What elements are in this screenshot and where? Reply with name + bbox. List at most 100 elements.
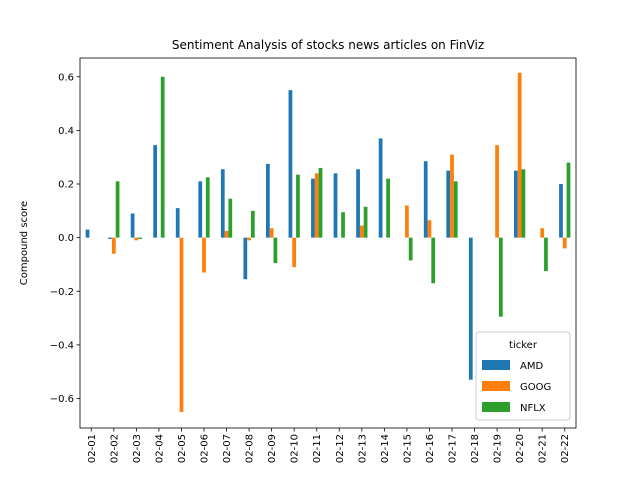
x-tick-label: 02-02: [109, 434, 120, 463]
x-tick-label: 02-11: [312, 434, 323, 463]
bar-amd-02-13: [356, 169, 360, 238]
x-tick-label: 02-19: [493, 434, 504, 463]
bar-amd-02-08: [243, 237, 248, 280]
bar-nflx-02-07: [228, 198, 233, 238]
x-tick-label: 02-08: [245, 434, 256, 463]
bar-goog-02-06: [202, 237, 206, 273]
bar-goog-02-15: [405, 205, 409, 238]
bar-nflx-02-15: [408, 237, 413, 261]
y-tick-label: 0.0: [58, 233, 74, 244]
bar-amd-02-12: [333, 173, 338, 238]
legend-label-amd: AMD: [520, 361, 543, 372]
bar-amd-02-22: [559, 184, 563, 238]
x-tick-label: 02-04: [154, 434, 165, 463]
bars-layer: [85, 72, 571, 412]
bar-amd-02-06: [198, 181, 203, 238]
bar-goog-02-22: [562, 237, 567, 249]
x-tick-label: 02-05: [177, 434, 188, 463]
legend-box: [475, 331, 571, 421]
bar-nflx-02-16: [431, 237, 436, 284]
legend-label-nflx: NFLX: [520, 403, 546, 414]
x-tick-label: 02-14: [380, 434, 391, 463]
legend-title: ticker: [509, 340, 538, 351]
bar-nflx-02-14: [386, 178, 390, 238]
bar-amd-02-14: [378, 138, 383, 238]
bar-amd-02-01: [85, 229, 90, 238]
x-tick-label: 02-06: [200, 434, 211, 463]
x-tick-label: 02-12: [335, 434, 346, 463]
bar-goog-02-02: [111, 237, 116, 254]
x-tick-label: 02-18: [470, 434, 481, 463]
y-tick-label: −0.6: [50, 394, 74, 405]
bar-goog-02-08: [247, 237, 251, 241]
bar-goog-02-09: [269, 228, 274, 238]
legend-swatch-nflx: [482, 402, 510, 412]
bar-goog-02-19: [495, 145, 499, 238]
y-axis-label: Compound score: [19, 201, 30, 285]
bar-amd-02-04: [153, 145, 158, 238]
bar-amd-02-18: [468, 237, 473, 380]
x-tick-label: 02-22: [560, 434, 571, 463]
y-tick-label: −0.2: [50, 287, 74, 298]
y-tick-label: 0.4: [58, 126, 74, 137]
bar-nflx-02-02: [115, 181, 120, 238]
x-axis: 02-01 02-02 02-03 02-04 02-05 02-06 02-07 02-08…: [87, 428, 571, 463]
bar-amd-02-09: [266, 163, 270, 238]
x-tick-label: 02-21: [538, 434, 549, 463]
y-axis: −0.6 −0.4 −0.2 0.0 0.2 0.4 0.6: [50, 72, 80, 405]
bar-goog-02-03: [134, 237, 139, 241]
x-tick-label: 02-17: [448, 434, 459, 463]
bar-goog-02-16: [427, 220, 432, 238]
legend-label-goog: GOOG: [520, 382, 551, 393]
bar-nflx-02-22: [566, 162, 571, 238]
chart-title: Sentiment Analysis of stocks news articl…: [172, 38, 484, 52]
bar-amd-02-20: [514, 170, 518, 238]
bar-amd-02-17: [446, 170, 451, 238]
bar-goog-02-11: [314, 173, 319, 238]
y-tick-label: 0.6: [58, 72, 74, 83]
legend: ticker AMD GOOG NFLX: [475, 331, 571, 421]
legend-swatch-goog: [482, 381, 510, 391]
bar-goog-02-20: [517, 72, 522, 238]
bar-goog-02-13: [359, 225, 364, 238]
bar-amd-02-02: [108, 237, 112, 239]
bar-goog-02-17: [450, 154, 454, 238]
bar-goog-02-10: [292, 237, 297, 268]
bar-nflx-02-03: [138, 237, 142, 239]
bar-nflx-02-09: [273, 237, 278, 264]
x-tick-label: 02-10: [290, 434, 301, 463]
bar-goog-02-07: [224, 230, 229, 238]
y-tick-label: 0.2: [58, 180, 74, 191]
bar-nflx-02-19: [498, 237, 503, 317]
bar-amd-02-05: [175, 208, 180, 238]
x-tick-label: 02-03: [132, 434, 143, 463]
legend-swatch-amd: [482, 360, 510, 370]
bar-goog-02-05: [179, 237, 184, 412]
bar-nflx-02-10: [296, 174, 300, 238]
y-tick-label: −0.4: [50, 340, 74, 351]
x-tick-label: 02-07: [222, 434, 233, 463]
bar-amd-02-10: [288, 90, 293, 238]
x-tick-label: 02-01: [87, 434, 98, 463]
bar-nflx-02-11: [318, 167, 323, 238]
bar-goog-02-21: [540, 228, 545, 238]
x-tick-label: 02-15: [402, 434, 413, 463]
bar-amd-02-07: [220, 169, 225, 238]
plot-frame: [79, 57, 577, 429]
bar-amd-02-11: [311, 178, 315, 238]
bar-nflx-02-17: [453, 181, 458, 238]
bar-nflx-02-04: [160, 76, 165, 238]
bar-amd-02-16: [423, 161, 428, 238]
bar-amd-02-03: [130, 213, 135, 238]
bar-nflx-02-20: [521, 169, 526, 238]
x-tick-label: 02-16: [425, 434, 436, 463]
x-tick-label: 02-09: [267, 434, 278, 463]
x-tick-label: 02-13: [357, 434, 368, 463]
bar-nflx-02-13: [363, 206, 368, 238]
bar-nflx-02-21: [544, 237, 548, 272]
bar-nflx-02-12: [341, 212, 345, 238]
bar-nflx-02-08: [250, 210, 255, 238]
x-tick-label: 02-20: [515, 434, 526, 463]
bar-nflx-02-06: [205, 177, 210, 238]
